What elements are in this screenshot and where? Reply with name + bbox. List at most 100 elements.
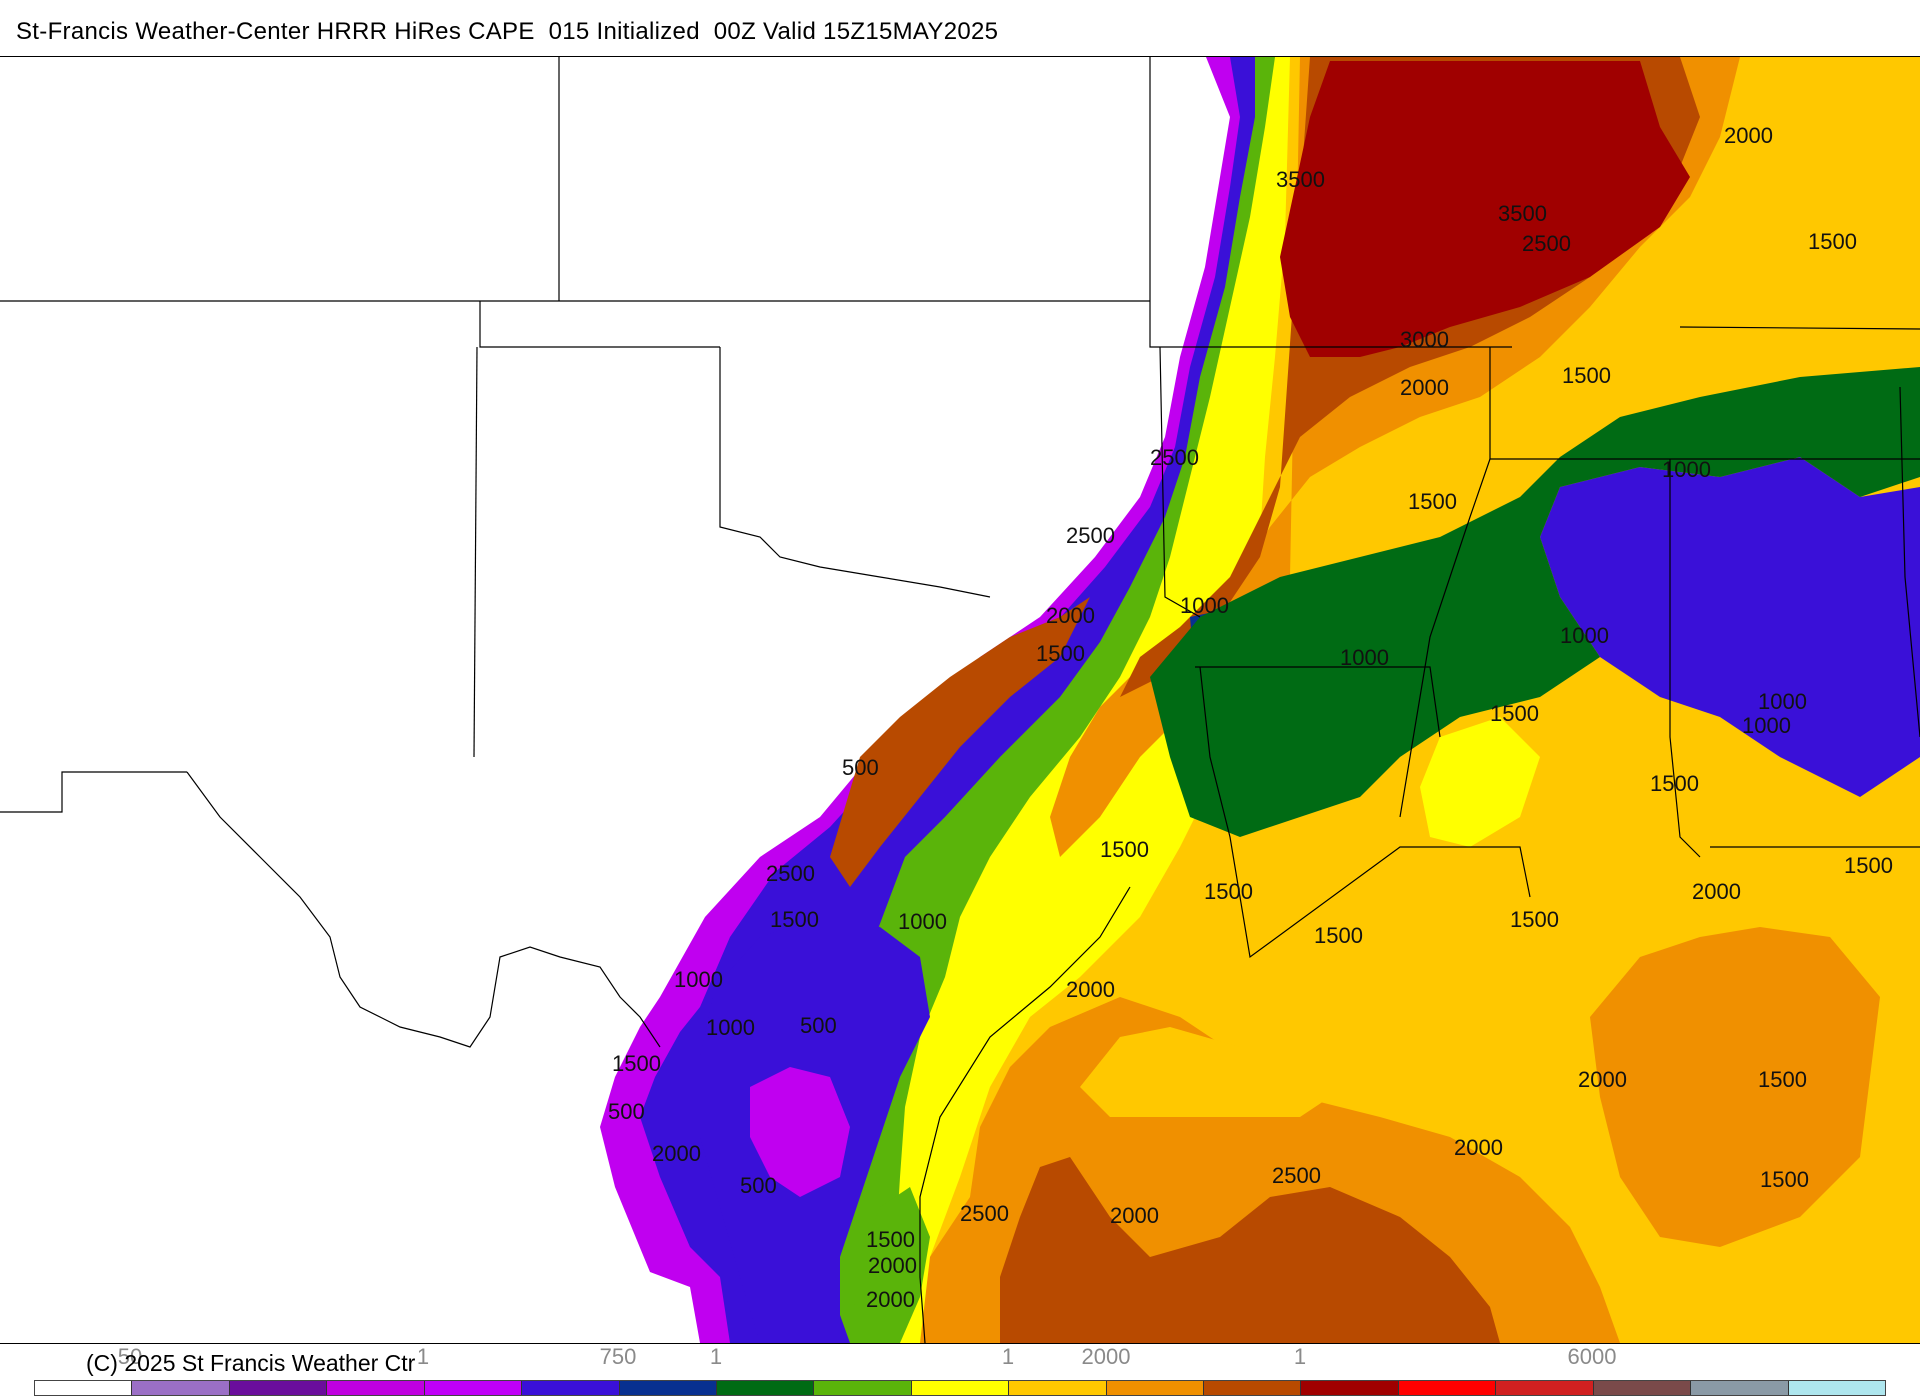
contour-label: 2000 — [1400, 375, 1449, 400]
colorbar-swatch — [1204, 1381, 1302, 1395]
gulf-brown-region — [1000, 1157, 1500, 1343]
map-title: St-Francis Weather-Center HRRR HiRes CAP… — [16, 18, 999, 45]
colorbar-swatch — [132, 1381, 230, 1395]
cape-map: 3500 3500 2500 2000 3000 2000 1500 1500 … — [0, 56, 1920, 1344]
south-texas-green-ring — [850, 1187, 930, 1343]
contour-label: 1500 — [1758, 1067, 1807, 1092]
contour-label: 2500 — [960, 1201, 1009, 1226]
contour-label: 2500 — [1272, 1163, 1321, 1188]
colorbar-label: 6000 — [1567, 1344, 1617, 1369]
boundary-rio-grande — [186, 771, 661, 1048]
contour-label: 2000 — [1066, 977, 1115, 1002]
colorbar-label: 1 — [1293, 1344, 1307, 1369]
boundary-mississippi-alabama — [1669, 459, 1701, 858]
contour-label: 1500 — [1510, 907, 1559, 932]
contour-label: 1500 — [612, 1051, 661, 1076]
colorbar-swatch — [619, 1381, 717, 1395]
central-yellow-patch — [1420, 717, 1540, 847]
contour-label: 2000 — [1046, 603, 1095, 628]
contour-label: 1500 — [866, 1227, 915, 1252]
contour-label: 2000 — [1724, 123, 1773, 148]
cape-map-svg: 3500 3500 2500 2000 3000 2000 1500 1500 … — [0, 57, 1920, 1343]
state-boundaries — [0, 57, 1920, 1343]
contour-label: 1000 — [1340, 645, 1389, 670]
boundary-texas-panhandle-east — [719, 347, 991, 598]
contour-label: 1000 — [674, 967, 723, 992]
colorbar-swatch — [1691, 1381, 1789, 1395]
colorbar-swatch — [1496, 1381, 1594, 1395]
contour-label: 1500 — [1650, 771, 1699, 796]
boundary-mississippi-river — [1399, 458, 1491, 818]
colorbar-swatch — [522, 1381, 620, 1395]
midwest-darkgreen-region — [1150, 367, 1920, 837]
south-texas-magenta-region — [750, 1067, 850, 1197]
contour-label: 2500 — [1066, 523, 1115, 548]
contour-label: 2000 — [868, 1253, 917, 1278]
boundary-newmexico-east — [473, 346, 478, 758]
contour-label: 2000 — [866, 1287, 915, 1312]
contour-label: 1500 — [1562, 363, 1611, 388]
contour-label: 2000 — [1110, 1203, 1159, 1228]
colorbar-swatch — [424, 1381, 523, 1395]
colorbar-swatch — [911, 1381, 1010, 1395]
colorbar-swatch — [35, 1381, 133, 1395]
contour-label: 1500 — [1204, 879, 1253, 904]
contour-label: 500 — [608, 1099, 645, 1124]
boundary-iowa-missouri — [1679, 326, 1920, 330]
east-blue-region — [1540, 457, 1920, 797]
colorbar-label: 1 — [1001, 1344, 1015, 1369]
contour-label: 1000 — [898, 909, 947, 934]
boundary-newmexico-south — [0, 771, 187, 813]
colorbar-swatch — [229, 1381, 328, 1395]
colorbar-label: 2000 — [1081, 1344, 1131, 1369]
contour-label: 2000 — [1454, 1135, 1503, 1160]
contour-label: 500 — [740, 1173, 777, 1198]
contour-label: 1000 — [1758, 689, 1807, 714]
contour-label: 1500 — [1036, 641, 1085, 666]
contour-label: 1000 — [1742, 713, 1791, 738]
east-gulf-orange-region — [1590, 927, 1880, 1247]
contour-label: 2000 — [1578, 1067, 1627, 1092]
gulf-gold-inner — [1080, 1027, 1330, 1117]
colorbar-label: 750 — [599, 1344, 637, 1369]
boundary-kansas-north — [1149, 57, 1512, 348]
contour-label: 1500 — [1490, 701, 1539, 726]
contour-label: 2000 — [1692, 879, 1741, 904]
colorbar-swatch — [1106, 1381, 1205, 1395]
boundary-oklahoma-panhandle — [479, 301, 720, 348]
colorbar-swatch — [814, 1381, 912, 1395]
colorbar-label: 1 — [416, 1344, 430, 1369]
colorbar-label: 50 — [117, 1344, 143, 1369]
colorbar-swatch — [1301, 1381, 1399, 1395]
contour-label: 1000 — [1180, 593, 1229, 618]
contour-label: 3500 — [1276, 167, 1325, 192]
contour-label: 2500 — [766, 861, 815, 886]
contour-label: 3500 — [1498, 201, 1547, 226]
contour-label: 1000 — [1662, 457, 1711, 482]
copyright-text: (C) 2025 St Francis Weather Ctr — [86, 1350, 416, 1376]
boundary-alabama-georgia — [1899, 386, 1920, 738]
colorbar-labels: 50 1 750 1 1 2000 1 6000 — [0, 1344, 1920, 1374]
contour-label: 1500 — [1844, 853, 1893, 878]
contour-label: 1500 — [770, 907, 819, 932]
contour-label: 1000 — [706, 1015, 755, 1040]
texas-coastal-strip — [830, 597, 1090, 887]
contour-label: 500 — [842, 755, 879, 780]
contour-label: 2500 — [1522, 231, 1571, 256]
colorbar-swatch — [1788, 1381, 1886, 1395]
boundary-gulf-coast — [919, 886, 1131, 1343]
colorbar-swatch — [1009, 1381, 1107, 1395]
cape-band-darkred — [1280, 61, 1690, 357]
colorbar-swatch — [327, 1381, 425, 1395]
contour-label: 2500 — [1150, 445, 1199, 470]
colorbar-swatch — [1593, 1381, 1692, 1395]
contour-label: 3000 — [1400, 327, 1449, 352]
colorbar-label: 1 — [709, 1344, 723, 1369]
boundary-louisiana — [1199, 666, 1531, 959]
cape-colorbar — [34, 1380, 1886, 1396]
contour-label: 1500 — [1408, 489, 1457, 514]
contour-label: 1500 — [1808, 229, 1857, 254]
contour-label: 1500 — [1314, 923, 1363, 948]
boundary-oklahoma-east — [1159, 346, 1201, 618]
contour-label: 1000 — [1560, 623, 1609, 648]
